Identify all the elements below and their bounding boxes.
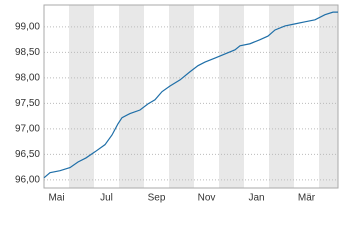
y-tick-label: 98,00	[15, 73, 40, 84]
month-band	[319, 5, 338, 188]
y-tick-label: 96,50	[15, 149, 40, 160]
x-tick-label: Mai	[48, 193, 64, 204]
month-band	[219, 5, 244, 188]
x-tick-label: Jan	[248, 193, 264, 204]
month-band	[119, 5, 144, 188]
x-tick-label: Jul	[100, 193, 113, 204]
month-band	[169, 5, 194, 188]
chart: 96,00 96,50 97,00 97,50 98,00 98,50 99,00 Mai Ju…	[15, 4, 339, 204]
y-tick-label: 97,50	[15, 98, 40, 109]
y-tick-label: 99,00	[15, 22, 40, 33]
y-tick-label: 98,50	[15, 47, 40, 58]
price-line	[43, 11, 338, 179]
x-tick-label: Sep	[148, 193, 166, 204]
x-tick-label: Mär	[298, 193, 316, 204]
month-band	[69, 5, 94, 188]
month-band	[269, 5, 294, 188]
x-tick-label: Nov	[198, 193, 216, 204]
y-tick-label: 96,00	[15, 174, 40, 185]
plot-border	[43, 4, 339, 189]
y-tick-label: 97,00	[15, 124, 40, 135]
